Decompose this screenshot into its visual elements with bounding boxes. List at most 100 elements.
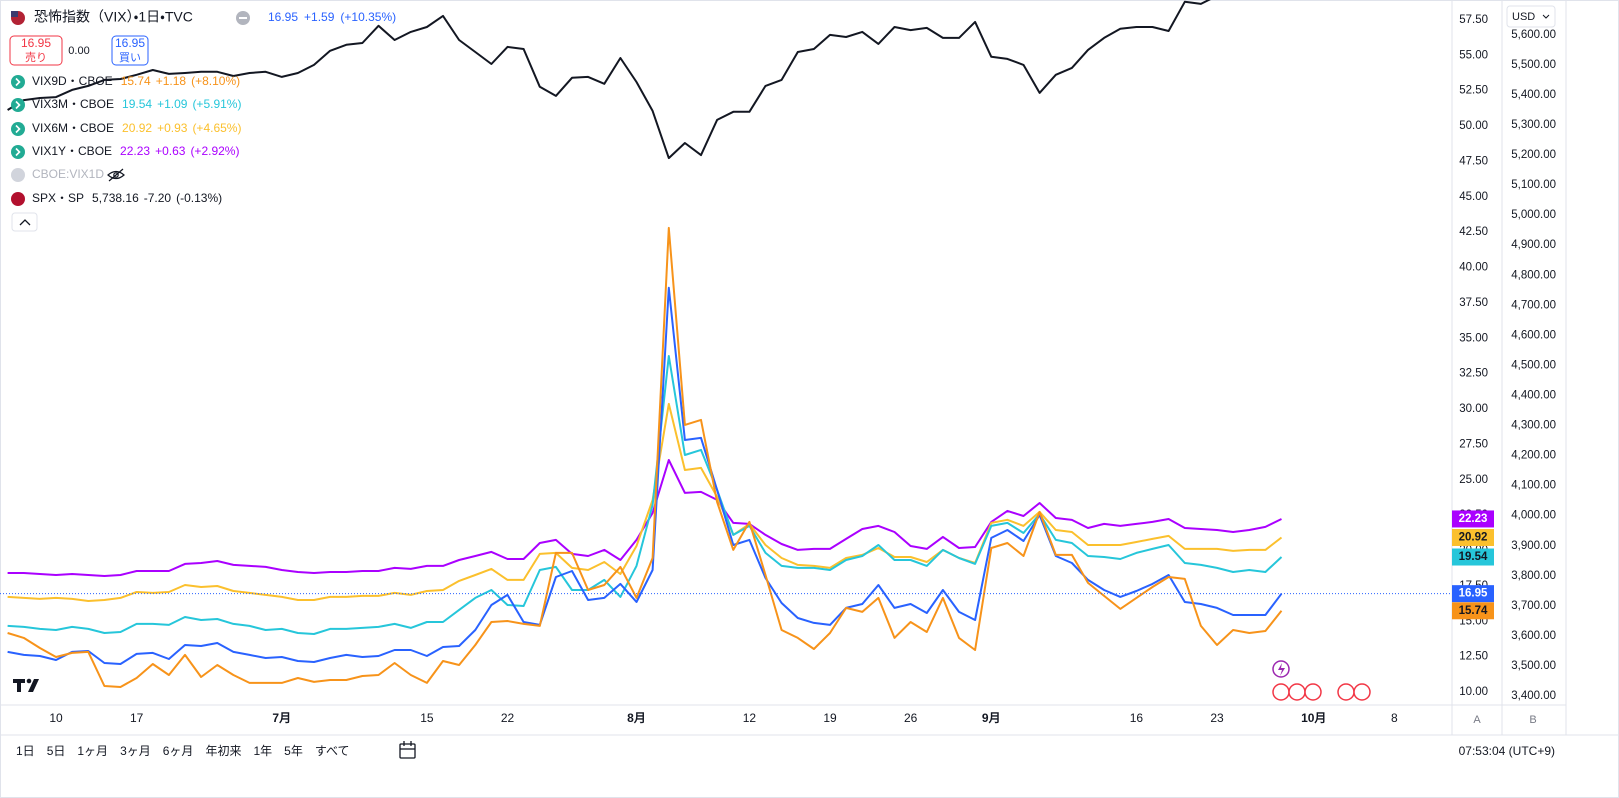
x-tick-label: 8 xyxy=(1391,711,1398,725)
y-tick-label: 37.50 xyxy=(1459,297,1488,309)
flag-icon xyxy=(11,11,18,17)
legend-value: (+2.92%) xyxy=(190,144,239,158)
buy-price: 16.95 xyxy=(115,36,145,50)
y2-tick-label: 4,800.00 xyxy=(1511,269,1556,281)
period-button[interactable]: 1年 xyxy=(253,744,272,758)
period-button[interactable]: 5年 xyxy=(284,744,303,758)
series-icon-chevron xyxy=(15,77,21,87)
x-tick-label: 12 xyxy=(743,711,757,725)
clock: 07:53:04 (UTC+9) xyxy=(1459,744,1555,758)
y2-tick-label: 5,300.00 xyxy=(1511,119,1556,131)
y2-tick-label: 4,200.00 xyxy=(1511,450,1556,462)
collapse-icon xyxy=(19,219,31,226)
y-tick-label: 32.50 xyxy=(1459,368,1488,380)
y-tick-label: 35.00 xyxy=(1459,332,1488,344)
overlay: 16.95 売り 0.00 16.95 買い CBOE:VIX1D USD A … xyxy=(9,5,1556,759)
y2-tick-label: 4,700.00 xyxy=(1511,299,1556,311)
symbol-title: 恐怖指数（VIX）・1日・TVC xyxy=(34,9,193,25)
y2-tick-label: 4,400.00 xyxy=(1511,390,1556,402)
series-line xyxy=(7,459,1282,577)
price-badge-label: 15.74 xyxy=(1459,605,1488,617)
period-button[interactable]: 3ヶ月 xyxy=(120,744,151,758)
x-tick-label: 19 xyxy=(823,711,837,725)
price-badge-label: 19.54 xyxy=(1459,551,1488,563)
scale-button[interactable]: B xyxy=(1529,714,1536,726)
period-button[interactable]: 6ヶ月 xyxy=(163,744,194,758)
price-badge xyxy=(1452,548,1494,566)
sell-button[interactable] xyxy=(9,35,63,66)
series-icon xyxy=(11,145,25,159)
y-tick-label: 25.00 xyxy=(1459,474,1488,486)
period-button[interactable]: すべて xyxy=(315,744,350,758)
y2-tick-label: 4,500.00 xyxy=(1511,359,1556,371)
header-value: +1.59 xyxy=(304,10,335,24)
y2-tick-label: 3,900.00 xyxy=(1511,540,1556,552)
buy-button[interactable] xyxy=(111,35,149,66)
legend-value: 22.23 xyxy=(120,144,150,158)
legend-value: -7.20 xyxy=(144,191,172,205)
legend-value: (+4.65%) xyxy=(192,121,241,135)
y2-tick-label: 4,100.00 xyxy=(1511,480,1556,492)
series-line xyxy=(7,226,1283,688)
y-tick-label: 45.00 xyxy=(1459,191,1488,203)
series-line xyxy=(7,355,1283,635)
price-badge xyxy=(1452,585,1494,603)
period-button[interactable]: 5日 xyxy=(47,744,66,758)
series-icon xyxy=(11,98,25,112)
legend-name: VIX6M・CBOE xyxy=(32,121,114,135)
y2-tick-label: 5,000.00 xyxy=(1511,209,1556,221)
y-tick-label: 42.50 xyxy=(1459,226,1488,238)
buy-label: 買い xyxy=(119,51,141,64)
x-tick-label: 15 xyxy=(420,711,434,725)
period-button[interactable]: 1ヶ月 xyxy=(77,744,108,758)
calendar-icon[interactable] xyxy=(399,741,416,759)
y-tick-label: 52.50 xyxy=(1459,85,1488,97)
series-line xyxy=(7,286,1283,665)
collapse-button[interactable] xyxy=(11,212,38,232)
legend-name: VIX1Y・CBOE xyxy=(32,144,112,158)
legend-value: (+5.91%) xyxy=(192,97,241,111)
scale-button[interactable]: A xyxy=(1473,714,1481,726)
legend-name: SPX・SP xyxy=(32,191,84,205)
currency-select[interactable] xyxy=(1506,5,1556,28)
y2-tick-label: 5,200.00 xyxy=(1511,149,1556,161)
legend-value: +1.18 xyxy=(156,74,187,88)
hidden-series-name: CBOE:VIX1D xyxy=(32,167,104,181)
legend-value: 20.92 xyxy=(122,121,152,135)
x-tick-label: 10 xyxy=(49,711,63,725)
x-tick-label: 26 xyxy=(904,711,918,725)
x-tick-label: 17 xyxy=(130,711,144,725)
sell-label: 売り xyxy=(25,51,47,64)
series-icon xyxy=(11,168,25,182)
currency-caret xyxy=(1542,14,1550,19)
y-tick-label: 47.50 xyxy=(1459,155,1488,167)
period-button[interactable]: 1日 xyxy=(16,744,35,758)
series-icon-chevron xyxy=(15,147,21,157)
header-value: 16.95 xyxy=(268,10,298,24)
legend-name: VIX3M・CBOE xyxy=(32,97,114,111)
y-tick-label: 27.50 xyxy=(1459,438,1488,450)
price-badge xyxy=(1452,528,1494,546)
series-icon xyxy=(11,192,25,206)
y2-tick-label: 3,600.00 xyxy=(1511,630,1556,642)
legend-value: +1.09 xyxy=(157,97,188,111)
period-button[interactable]: 年初来 xyxy=(205,744,241,758)
series-line xyxy=(7,0,1211,160)
y-tick-label: 10.00 xyxy=(1459,686,1488,698)
y-tick-label: 57.50 xyxy=(1459,14,1488,26)
legend-value: 5,738.16 xyxy=(92,191,139,205)
hidden-eye-icon xyxy=(107,168,125,182)
y-tick-label: 30.00 xyxy=(1459,403,1488,415)
header-value: (+10.35%) xyxy=(340,10,396,24)
y2-tick-label: 3,400.00 xyxy=(1511,690,1556,702)
legend-value: (-0.13%) xyxy=(176,191,222,205)
x-tick-label: 9月 xyxy=(982,711,1001,725)
series-icon xyxy=(11,122,25,136)
series-icon xyxy=(11,75,25,89)
y-tick-label: 55.00 xyxy=(1459,49,1488,61)
legend-value: +0.93 xyxy=(157,121,188,135)
y2-tick-label: 4,300.00 xyxy=(1511,420,1556,432)
y2-tick-label: 3,700.00 xyxy=(1511,600,1556,612)
